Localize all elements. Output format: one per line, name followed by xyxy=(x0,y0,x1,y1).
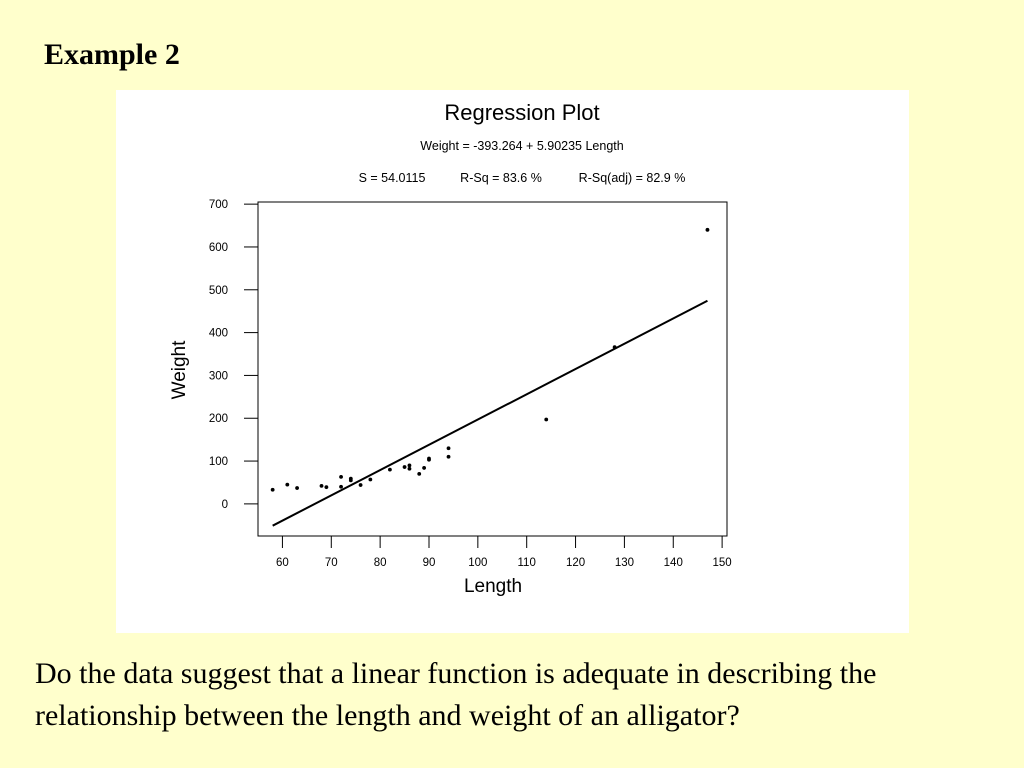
data-point xyxy=(319,484,324,488)
data-point xyxy=(407,463,412,468)
x-tick-label: 130 xyxy=(615,557,634,569)
x-tick-label: 120 xyxy=(566,557,585,569)
y-tick-label: 700 xyxy=(209,199,228,211)
regression-chart-panel: Regression Plot Weight = -393.264 + 5.90… xyxy=(116,90,909,633)
fit-line-group xyxy=(272,299,708,527)
data-point xyxy=(705,227,710,232)
data-point xyxy=(417,472,422,476)
x-tick-label: 100 xyxy=(468,557,487,569)
y-tick-label: 200 xyxy=(209,413,228,425)
regression-equation: Weight = -393.264 + 5.90235 Length xyxy=(420,139,623,153)
plot-frame xyxy=(257,201,728,537)
data-point xyxy=(285,482,290,487)
data-point xyxy=(544,417,549,422)
x-tick-label: 110 xyxy=(518,557,536,569)
y-tick-label: 400 xyxy=(209,328,228,340)
y-tick-label: 500 xyxy=(209,285,228,297)
data-points xyxy=(270,227,710,492)
y-axis-label: Weight xyxy=(169,340,190,400)
data-point xyxy=(402,465,407,469)
data-point xyxy=(348,476,353,481)
y-tick-label: 100 xyxy=(209,456,228,468)
data-point xyxy=(446,454,451,459)
stat-r-sq-adj: R-Sq(adj) = 82.9 % xyxy=(579,171,686,185)
data-point xyxy=(388,467,392,472)
slide-title: Example 2 xyxy=(44,38,180,71)
data-point xyxy=(422,466,427,470)
data-point xyxy=(358,483,363,487)
question-text: Do the data suggest that a linear functi… xyxy=(35,657,877,732)
x-axis-label: Length xyxy=(464,576,522,597)
y-tick-label: 0 xyxy=(222,499,228,511)
stat-r-sq: R-Sq = 83.6 % xyxy=(460,171,542,185)
data-point xyxy=(407,466,412,471)
data-point xyxy=(339,475,343,479)
y-tick-label: 600 xyxy=(209,242,228,254)
chart-title: Regression Plot xyxy=(444,100,599,125)
y-tick-label: 300 xyxy=(209,370,228,382)
data-point xyxy=(368,477,373,482)
data-point xyxy=(339,484,343,489)
x-tick-label: 60 xyxy=(276,557,289,569)
data-point xyxy=(324,485,329,490)
x-tick-label: 80 xyxy=(374,557,387,569)
x-axis: 60 70 80 90 100 110 120 130 140 150 xyxy=(276,536,732,569)
data-point xyxy=(295,486,299,490)
regression-fit-line xyxy=(272,299,708,527)
regression-plot: Regression Plot Weight = -393.264 + 5.90… xyxy=(169,100,732,597)
data-point xyxy=(427,457,431,462)
x-tick-label: 90 xyxy=(423,557,436,569)
y-axis: 0 100 200 300 400 500 600 700 xyxy=(209,199,258,511)
data-point xyxy=(270,487,275,492)
data-point xyxy=(446,446,451,451)
x-tick-label: 150 xyxy=(713,557,732,569)
x-tick-label: 70 xyxy=(325,557,338,569)
stat-s: S = 54.0115 xyxy=(359,171,426,185)
x-tick-label: 140 xyxy=(664,557,683,569)
data-point xyxy=(612,345,617,350)
